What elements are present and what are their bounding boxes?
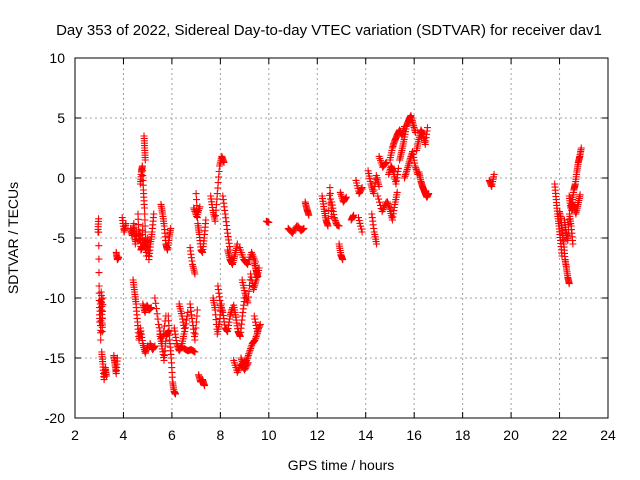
gridlines (75, 58, 608, 418)
chart-title: Day 353 of 2022, Sidereal Day-to-day VTE… (56, 22, 602, 39)
x-tick-label: 10 (261, 427, 277, 443)
x-tick-label: 16 (406, 427, 422, 443)
data-point-cluster (98, 348, 110, 384)
data-point-cluster (207, 152, 228, 225)
y-tick-label: 5 (57, 110, 65, 126)
x-tick-label: 22 (552, 427, 568, 443)
data-point-cluster (384, 188, 401, 224)
data-point-cluster (396, 112, 419, 164)
data-point-cluster (485, 170, 498, 190)
data-point-cluster (336, 188, 350, 206)
data-point-cluster (140, 132, 149, 164)
data-point-cluster (560, 210, 577, 248)
data-point-cluster (164, 312, 179, 398)
data-point-cluster (237, 328, 262, 370)
data-point-cluster (347, 211, 358, 224)
data-point-cluster (556, 208, 573, 288)
data-point-cluster (186, 244, 199, 278)
data-point-cluster (294, 222, 308, 235)
x-tick-label: 12 (309, 427, 325, 443)
data-point-cluster (146, 340, 159, 354)
data-point-cluster (401, 148, 422, 182)
data-point-cluster (262, 217, 273, 226)
data-point-cluster (368, 210, 381, 248)
data-point-cluster (250, 258, 262, 280)
data-point-cluster (112, 248, 123, 264)
data-point-cluster (180, 344, 199, 356)
plot-frame (74, 57, 609, 419)
data-point-cluster (413, 124, 431, 154)
y-tick-label: -5 (53, 230, 66, 246)
x-tick-label: 20 (503, 427, 519, 443)
data-point-cluster (375, 152, 390, 171)
y-tick-label: -15 (45, 350, 65, 366)
data-point-cluster (355, 214, 366, 236)
data-point-cluster (175, 300, 192, 336)
data-point-cluster (118, 214, 130, 236)
y-tick-label: 10 (49, 50, 65, 66)
data-point-cluster (230, 294, 249, 340)
data-point-cluster (186, 300, 201, 344)
x-tick-label: 6 (168, 427, 176, 443)
data-point-cluster (385, 162, 402, 188)
data-point-cluster (250, 312, 264, 336)
y-tick-label: -10 (45, 290, 65, 306)
data-point-cluster (364, 167, 383, 198)
data-point-cluster (335, 240, 347, 264)
data-point-cluster (192, 190, 210, 256)
y-axis-label: SDTVAR / TECUs (5, 182, 21, 294)
data-point-cluster (219, 192, 234, 254)
data-point-cluster (170, 324, 188, 355)
y-tick-label: 0 (57, 170, 65, 186)
data-point-cluster (301, 198, 313, 219)
data-point-cluster (328, 198, 343, 230)
data-point-cluster (195, 371, 209, 390)
data-point-cluster (236, 244, 259, 268)
x-tick-label: 14 (358, 427, 374, 443)
data-points (94, 112, 585, 398)
x-tick-label: 24 (600, 427, 616, 443)
y-tick-label: -20 (45, 410, 65, 426)
x-tick-label: 18 (455, 427, 471, 443)
data-point-cluster (94, 215, 107, 344)
x-tick-label: 2 (71, 427, 79, 443)
x-tick-label: 8 (216, 427, 224, 443)
data-point-cluster (136, 324, 152, 357)
data-point-cluster (110, 352, 121, 378)
data-point-cluster (224, 240, 241, 268)
data-point-cluster (139, 300, 155, 316)
x-axis-label: GPS time / hours (288, 457, 395, 473)
data-point-cluster (415, 168, 433, 201)
data-point-cluster (568, 191, 584, 218)
data-point-cluster (214, 282, 236, 336)
data-point-cluster (140, 210, 158, 264)
x-tick-label: 4 (120, 427, 128, 443)
data-point-cluster (157, 200, 175, 254)
data-point-cluster (352, 176, 366, 198)
